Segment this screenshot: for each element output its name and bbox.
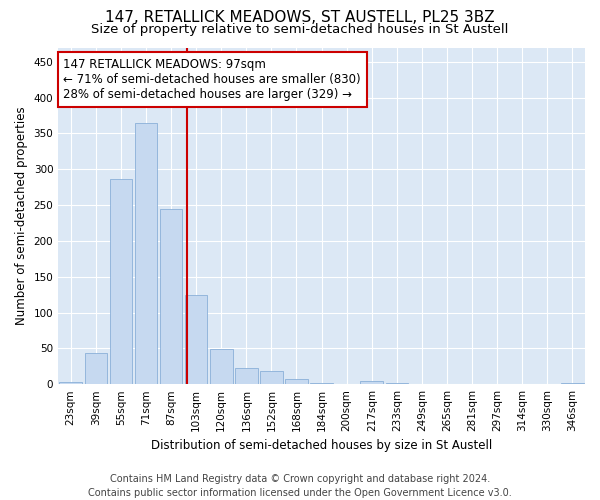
Bar [59,382,82,384]
Bar [185,296,208,384]
Bar [85,352,107,384]
Bar [260,372,283,384]
Bar [134,122,157,384]
Text: 147, RETALLICK MEADOWS, ST AUSTELL, PL25 3BZ: 147, RETALLICK MEADOWS, ST AUSTELL, PL25… [105,10,495,25]
Bar [235,368,257,384]
Bar [210,349,233,384]
Text: Size of property relative to semi-detached houses in St Austell: Size of property relative to semi-detach… [91,22,509,36]
Bar [160,210,182,384]
Bar [110,178,132,384]
Text: 147 RETALLICK MEADOWS: 97sqm
← 71% of semi-detached houses are smaller (830)
28%: 147 RETALLICK MEADOWS: 97sqm ← 71% of se… [64,58,361,100]
Y-axis label: Number of semi-detached properties: Number of semi-detached properties [15,106,28,325]
Bar [285,379,308,384]
X-axis label: Distribution of semi-detached houses by size in St Austell: Distribution of semi-detached houses by … [151,440,492,452]
Bar [361,380,383,384]
Text: Contains HM Land Registry data © Crown copyright and database right 2024.
Contai: Contains HM Land Registry data © Crown c… [88,474,512,498]
